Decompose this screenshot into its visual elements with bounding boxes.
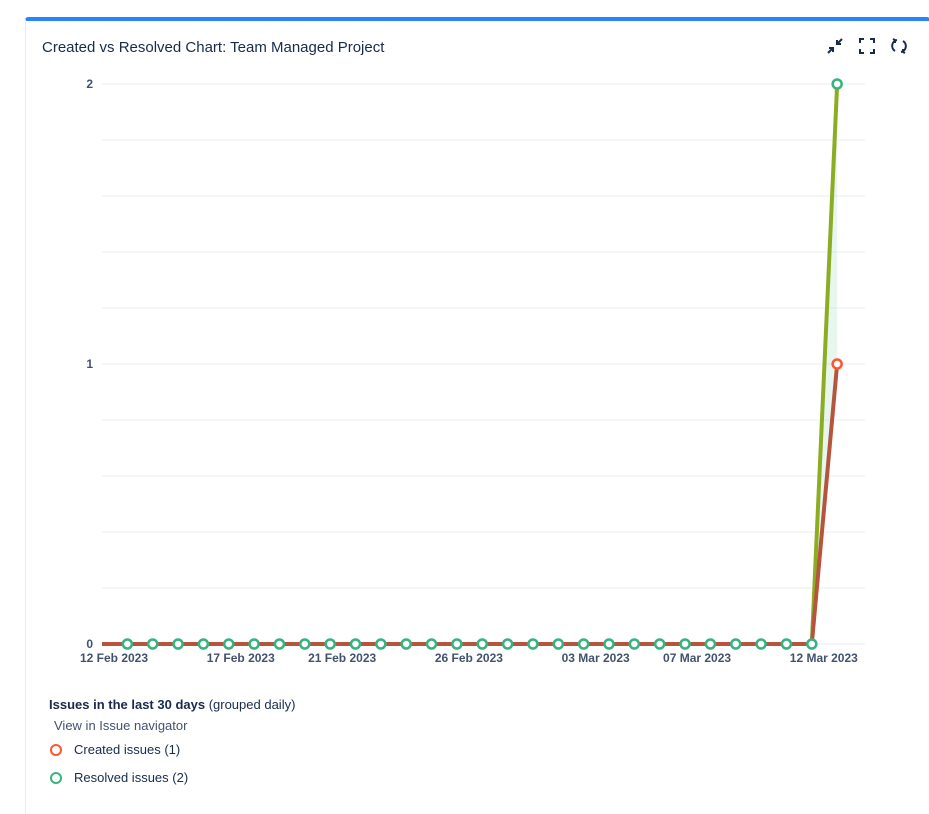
- data-point-resolved-issues: [248, 638, 260, 650]
- x-tick-label: 03 Mar 2023: [562, 651, 630, 665]
- data-point-resolved-issues: [679, 638, 691, 650]
- data-point-resolved-issues: [451, 638, 463, 650]
- y-tick-label: 2: [86, 77, 93, 91]
- x-tick-label: 17 Feb 2023: [207, 651, 275, 665]
- data-point-resolved-issues: [425, 638, 438, 650]
- x-tick-label: 07 Mar 2023: [663, 651, 731, 665]
- data-point-resolved-issues: [476, 638, 488, 650]
- data-point-resolved-issues: [349, 638, 362, 650]
- data-point-resolved-issues: [400, 638, 412, 650]
- data-point-resolved-issues: [806, 638, 818, 650]
- data-point-resolved-issues: [223, 638, 235, 650]
- data-point-resolved-issues: [501, 638, 514, 650]
- data-point-created-issues: [831, 358, 843, 370]
- data-point-resolved-issues: [653, 638, 666, 650]
- data-point-resolved-issues: [375, 638, 387, 650]
- data-point-resolved-issues: [755, 638, 767, 650]
- data-point-resolved-issues: [628, 638, 641, 650]
- collapse-icon[interactable]: [825, 36, 845, 56]
- y-tick-label: 1: [86, 357, 93, 371]
- data-point-resolved-issues: [730, 638, 742, 650]
- view-in-issue-navigator-link[interactable]: View in Issue navigator: [54, 718, 188, 733]
- y-tick-label: 0: [86, 637, 93, 651]
- data-point-resolved-issues: [704, 638, 717, 650]
- data-point-resolved-issues: [299, 638, 311, 650]
- data-point-resolved-issues: [197, 638, 210, 650]
- data-point-resolved-issues: [577, 638, 590, 650]
- chart-plot: 0 1 2 12 Feb 2023 17 Feb 2023 21 Feb 2023 26 F…: [80, 77, 865, 665]
- x-tick-label: 12 Feb 2023: [80, 651, 148, 665]
- resolved-marker-icon: [50, 771, 62, 784]
- data-point-resolved-issues: [324, 638, 336, 650]
- data-point-resolved-issues: [121, 638, 134, 650]
- gadget-card: [25, 17, 929, 814]
- data-point-resolved-issues: [831, 78, 843, 90]
- created-marker-icon: [50, 743, 62, 756]
- series-line-created-issues: [102, 363, 840, 646]
- legend-title: Issues in the last 30 days (grouped dail…: [49, 697, 296, 712]
- fullscreen-icon[interactable]: [857, 36, 877, 56]
- legend-resolved-label: Resolved issues (2): [74, 770, 189, 785]
- x-tick-label: 26 Feb 2023: [435, 651, 503, 665]
- data-point-resolved-issues: [273, 638, 286, 650]
- data-point-resolved-issues: [146, 638, 159, 650]
- data-point-resolved-issues: [172, 638, 184, 650]
- legend-created[interactable]: Created issues (1): [50, 742, 180, 757]
- data-point-resolved-issues: [780, 638, 793, 650]
- legend-created-label: Created issues (1): [74, 742, 181, 757]
- data-point-resolved-issues: [603, 638, 615, 650]
- chart-title: Created vs Resolved Chart: Team Managed …: [42, 39, 385, 56]
- data-point-resolved-issues: [527, 638, 539, 650]
- refresh-icon[interactable]: [889, 36, 909, 56]
- x-tick-label: 21 Feb 2023: [308, 651, 376, 665]
- legend-resolved[interactable]: Resolved issues (2): [50, 770, 188, 785]
- x-tick-label: 12 Mar 2023: [790, 651, 858, 665]
- data-point-resolved-issues: [552, 638, 565, 650]
